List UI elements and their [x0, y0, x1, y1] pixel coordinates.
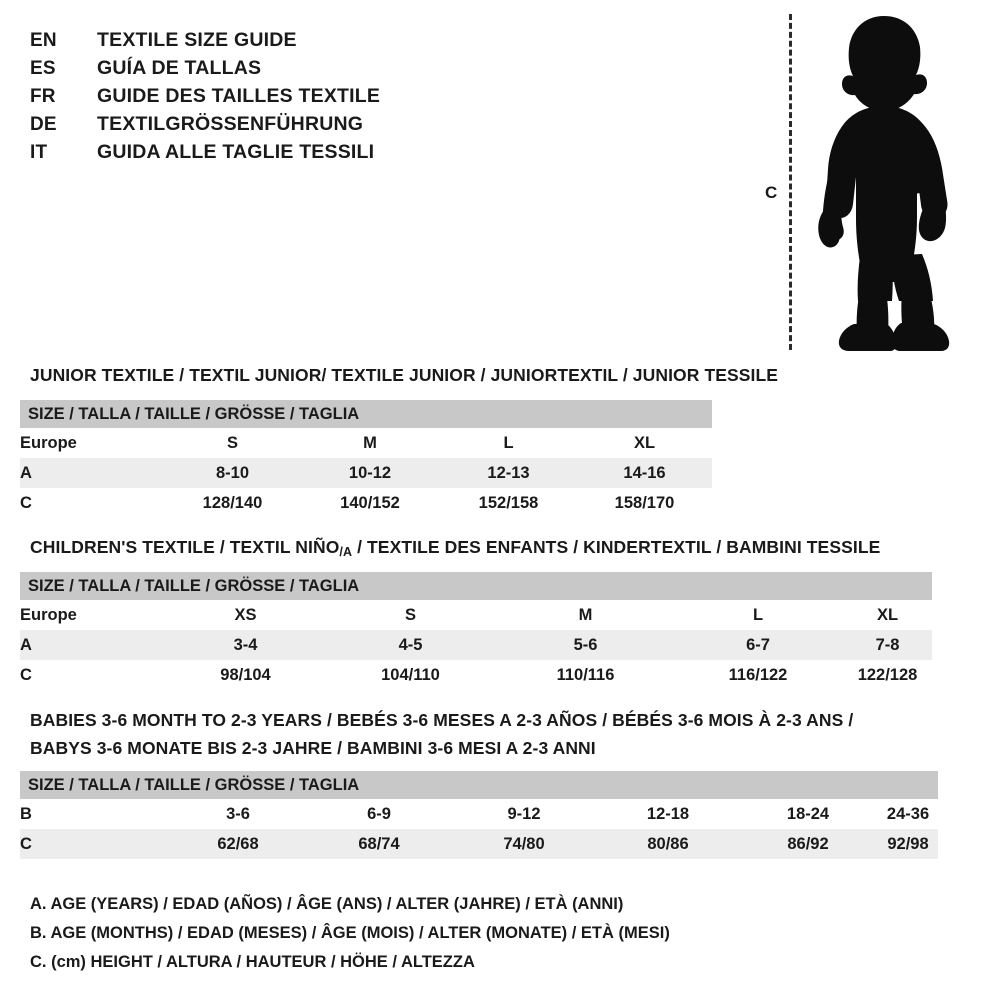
junior-height-s: 128/140: [165, 488, 300, 518]
children-europe-xs: XS: [168, 600, 323, 630]
section-title-junior: JUNIOR TEXTILE / TEXTIL JUNIOR/ TEXTILE …: [30, 365, 779, 385]
language-code-fr: FR: [30, 86, 56, 107]
junior-row-europe: Europe S M L XL: [20, 428, 712, 458]
section-title-children: CHILDREN'S TEXTILE / TEXTIL NIÑO/A / TEX…: [30, 536, 880, 563]
junior-row-label-c: C: [20, 488, 165, 518]
children-title-subscript: /A: [339, 545, 353, 559]
babies-row-months: B 3-6 6-9 9-12 12-18 18-24 24-36: [20, 799, 939, 829]
junior-height-xl: 158/170: [577, 488, 712, 518]
babies-months-2: 6-9: [308, 799, 450, 829]
legend-line-a: A. AGE (YEARS) / EDAD (AÑOS) / ÂGE (ANS)…: [30, 895, 624, 913]
language-row-it: IT GUIDA ALLE TAGLIE TESSILI: [30, 138, 380, 166]
babies-table-header-bar: SIZE / TALLA / TAILLE / GRÖSSE / TAGLIA: [20, 771, 939, 799]
guide-title-en: TEXTILE SIZE GUIDE: [97, 29, 297, 51]
guide-title-es: GUÍA DE TALLAS: [97, 57, 262, 79]
children-age-xl: 7-8: [843, 630, 933, 660]
babies-height-2: 68/74: [308, 829, 450, 859]
language-title-block: EN TEXTILE SIZE GUIDE ES GUÍA DE TALLAS …: [30, 26, 380, 166]
guide-title-de: TEXTILGRÖSSENFÜHRUNG: [97, 113, 364, 135]
babies-months-5: 18-24: [738, 799, 878, 829]
babies-height-6: 92/98: [878, 829, 939, 859]
language-row-de: DE TEXTILGRÖSSENFÜHRUNG: [30, 110, 380, 138]
guide-title-fr: GUIDE DES TAILLES TEXTILE: [97, 85, 381, 107]
children-europe-xl: XL: [843, 600, 933, 630]
section-title-babies-line2: BABYS 3-6 MONATE BIS 2-3 JAHRE / BAMBINI…: [30, 738, 596, 758]
height-measure-label: C: [765, 183, 778, 202]
babies-months-1: 3-6: [168, 799, 308, 829]
junior-row-age: A 8-10 10-12 12-13 14-16: [20, 458, 712, 488]
children-age-xs: 3-4: [168, 630, 323, 660]
children-row-age: A 3-4 4-5 5-6 6-7 7-8: [20, 630, 933, 660]
language-row-es: ES GUÍA DE TALLAS: [30, 54, 380, 82]
children-age-l: 6-7: [673, 630, 843, 660]
babies-height-1: 62/68: [168, 829, 308, 859]
junior-europe-l: L: [440, 428, 577, 458]
children-row-height: C 98/104 104/110 110/116 116/122 122/128: [20, 660, 933, 690]
children-table-header-bar: SIZE / TALLA / TAILLE / GRÖSSE / TAGLIA: [20, 572, 933, 600]
junior-height-l: 152/158: [440, 488, 577, 518]
junior-row-height: C 128/140 140/152 152/158 158/170: [20, 488, 712, 518]
children-europe-l: L: [673, 600, 843, 630]
language-code-en: EN: [30, 30, 57, 51]
junior-age-s: 8-10: [165, 458, 300, 488]
babies-header-label: SIZE / TALLA / TAILLE / GRÖSSE / TAGLIA: [20, 771, 939, 799]
language-code-it: IT: [30, 142, 48, 163]
children-size-table: SIZE / TALLA / TAILLE / GRÖSSE / TAGLIA …: [20, 572, 933, 690]
babies-row-label-c: C: [20, 829, 168, 859]
babies-height-3: 74/80: [450, 829, 598, 859]
babies-height-4: 80/86: [598, 829, 738, 859]
junior-europe-s: S: [165, 428, 300, 458]
language-row-en: EN TEXTILE SIZE GUIDE: [30, 26, 380, 54]
babies-row-height: C 62/68 68/74 74/80 80/86 86/92 92/98: [20, 829, 939, 859]
legend-line-b: B. AGE (MONTHS) / EDAD (MESES) / ÂGE (MO…: [30, 924, 670, 942]
junior-europe-m: M: [300, 428, 440, 458]
children-height-m: 110/116: [498, 660, 673, 690]
children-row-label-europe: Europe: [20, 600, 168, 630]
junior-age-xl: 14-16: [577, 458, 712, 488]
junior-europe-xl: XL: [577, 428, 712, 458]
junior-height-m: 140/152: [300, 488, 440, 518]
babies-height-5: 86/92: [738, 829, 878, 859]
height-dashed-line-icon: [789, 14, 792, 350]
language-row-fr: FR GUIDE DES TAILLES TEXTILE: [30, 82, 380, 110]
section-title-babies-line1: BABIES 3-6 MONTH TO 2-3 YEARS / BEBÉS 3-…: [30, 710, 854, 730]
children-title-post: / TEXTILE DES ENFANTS / KINDERTEXTIL / B…: [352, 537, 881, 557]
children-height-xl: 122/128: [843, 660, 933, 690]
babies-row-label-b: B: [20, 799, 168, 829]
children-europe-m: M: [498, 600, 673, 630]
children-row-europe: Europe XS S M L XL: [20, 600, 933, 630]
children-height-xs: 98/104: [168, 660, 323, 690]
children-height-l: 116/122: [673, 660, 843, 690]
children-age-m: 5-6: [498, 630, 673, 660]
guide-title-it: GUIDA ALLE TAGLIE TESSILI: [97, 141, 375, 163]
junior-age-l: 12-13: [440, 458, 577, 488]
junior-size-table: SIZE / TALLA / TAILLE / GRÖSSE / TAGLIA …: [20, 400, 712, 518]
legend-line-c: C. (cm) HEIGHT / ALTURA / HAUTEUR / HÖHE…: [30, 953, 475, 971]
measurement-legend: A. AGE (YEARS) / EDAD (AÑOS) / ÂGE (ANS)…: [30, 890, 670, 977]
babies-months-6: 24-36: [878, 799, 939, 829]
junior-row-label-europe: Europe: [20, 428, 165, 458]
children-row-label-c: C: [20, 660, 168, 690]
junior-header-label: SIZE / TALLA / TAILLE / GRÖSSE / TAGLIA: [20, 400, 712, 428]
children-header-label: SIZE / TALLA / TAILLE / GRÖSSE / TAGLIA: [20, 572, 933, 600]
junior-row-label-a: A: [20, 458, 165, 488]
language-code-de: DE: [30, 114, 57, 135]
babies-months-3: 9-12: [450, 799, 598, 829]
children-row-label-a: A: [20, 630, 168, 660]
language-code-es: ES: [30, 58, 56, 79]
toddler-silhouette-icon: [818, 16, 950, 351]
babies-size-table: SIZE / TALLA / TAILLE / GRÖSSE / TAGLIA …: [20, 771, 939, 859]
children-age-s: 4-5: [323, 630, 498, 660]
children-europe-s: S: [323, 600, 498, 630]
babies-months-4: 12-18: [598, 799, 738, 829]
children-title-pre: CHILDREN'S TEXTILE / TEXTIL NIÑO: [30, 537, 340, 557]
junior-table-header-bar: SIZE / TALLA / TAILLE / GRÖSSE / TAGLIA: [20, 400, 712, 428]
junior-age-m: 10-12: [300, 458, 440, 488]
children-height-s: 104/110: [323, 660, 498, 690]
